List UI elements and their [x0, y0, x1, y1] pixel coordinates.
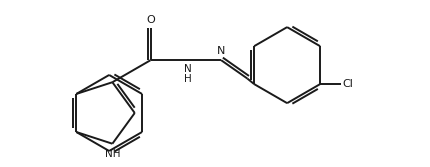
- Text: N: N: [217, 46, 225, 56]
- Text: N
H: N H: [184, 64, 191, 84]
- Text: NH: NH: [104, 149, 120, 159]
- Text: O: O: [146, 15, 155, 25]
- Text: Cl: Cl: [343, 79, 353, 89]
